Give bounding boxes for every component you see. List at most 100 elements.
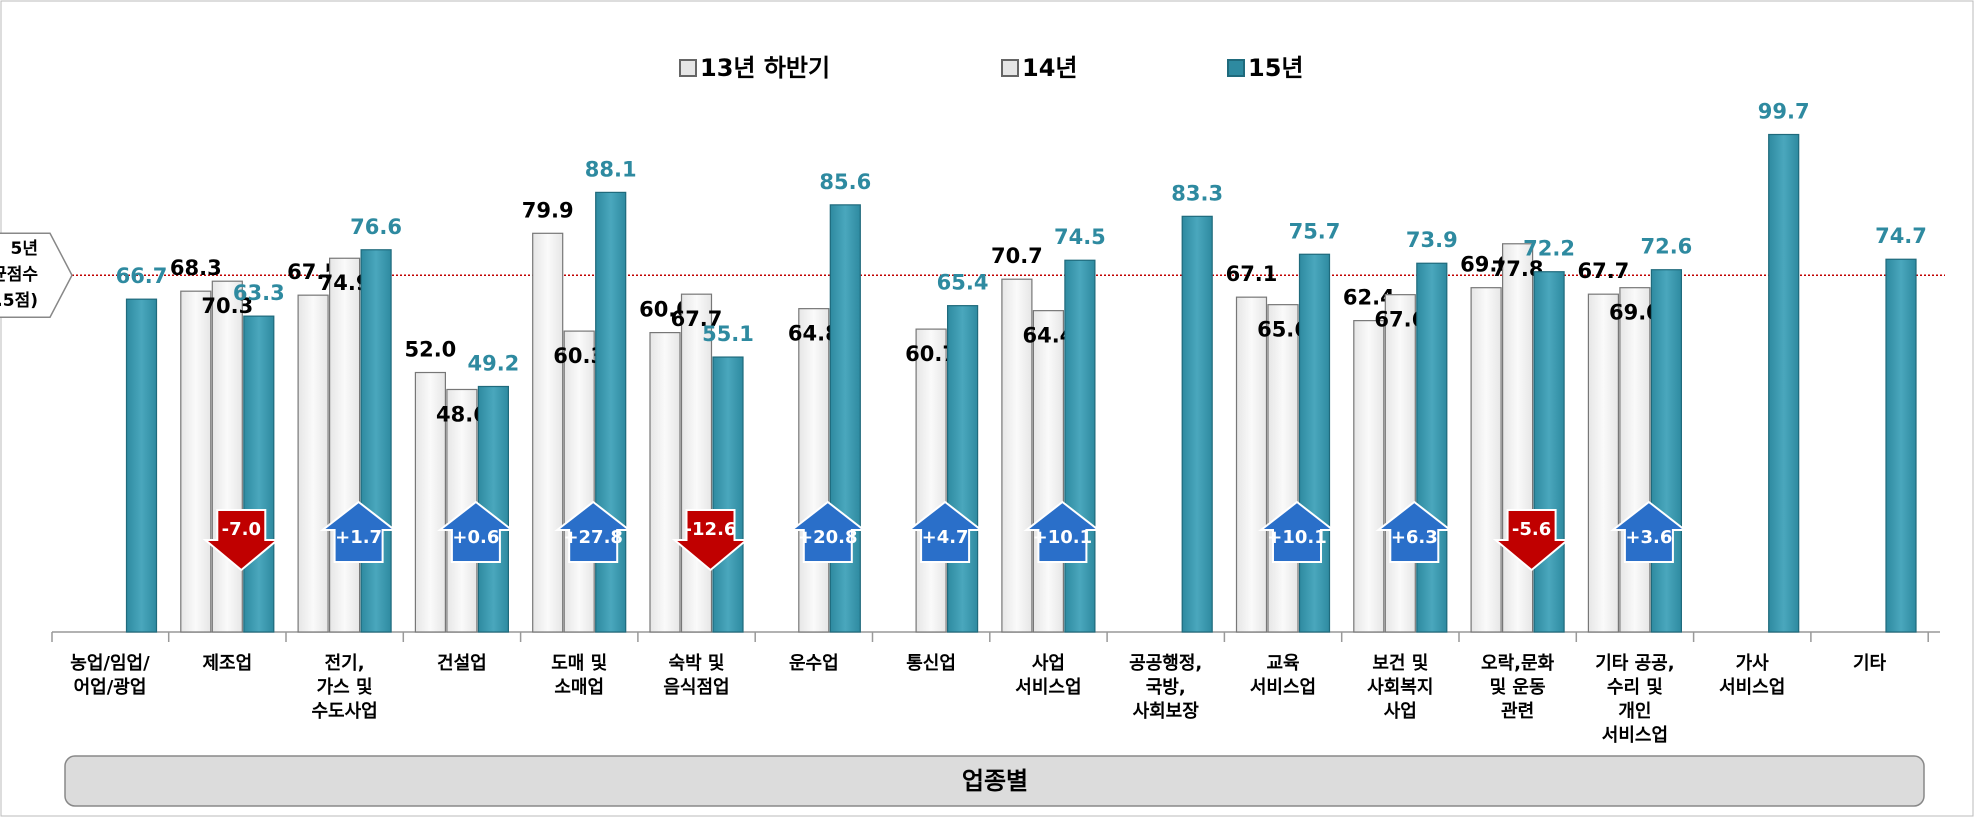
x-tick-label: 오락,문화 및 운동 관련 [1481, 653, 1555, 722]
bar [798, 308, 830, 633]
data-label: 63.3 [233, 281, 285, 305]
bar [680, 293, 713, 633]
reference-label: .5점) [0, 291, 38, 311]
data-label: 99.7 [1758, 99, 1810, 123]
change-arrow [1375, 500, 1454, 563]
data-label: 66.7 [116, 264, 168, 288]
reference-callout [0, 232, 73, 318]
change-label: +4.7 [922, 527, 969, 548]
data-label: 68.3 [170, 256, 222, 280]
bar [712, 356, 744, 633]
data-label: 65.4 [937, 271, 989, 295]
bar [532, 232, 564, 633]
x-tick-label: 전기, 가스 및 수도사업 [311, 653, 377, 722]
data-label: 72.2 [1523, 237, 1575, 261]
bar [1384, 294, 1416, 633]
data-label: 79.9 [522, 198, 574, 222]
change-label: +20.8 [798, 527, 858, 548]
change-label: +0.6 [452, 527, 499, 548]
change-label: +27.8 [563, 527, 623, 548]
change-arrow [1023, 500, 1102, 563]
x-tick-label: 기타 공공, 수리 및 개인 서비스업 [1595, 653, 1674, 746]
data-label: 83.3 [1171, 181, 1223, 205]
bar [1470, 287, 1502, 633]
data-label: 55.1 [702, 322, 754, 346]
bar [211, 280, 243, 633]
bar [360, 249, 392, 633]
legend-swatch [1001, 59, 1019, 77]
change-label: -5.6 [1512, 519, 1551, 540]
bar [180, 290, 212, 633]
change-arrow [436, 500, 515, 563]
data-label: 70.7 [991, 244, 1043, 268]
change-label: -12.6 [685, 519, 737, 540]
x-tick-label: 도매 및 소매업 [551, 653, 607, 698]
x-tick-label: 건설업 [437, 653, 487, 674]
x-tick-label: 교육 서비스업 [1250, 653, 1316, 698]
bar [649, 332, 681, 633]
change-label: -7.0 [222, 519, 261, 540]
bar [1064, 259, 1096, 633]
change-label: +3.6 [1625, 527, 1672, 548]
reference-label: 균점수 [0, 265, 38, 285]
data-label: 67.7 [671, 307, 723, 331]
data-label: 88.1 [585, 157, 637, 181]
data-label: 67.1 [1226, 262, 1278, 286]
data-label: 73.9 [1406, 228, 1458, 252]
change-arrow [1609, 500, 1688, 563]
x-tick-label: 숙박 및 음식점업 [663, 653, 729, 698]
change-label: +10.1 [1033, 527, 1093, 548]
data-label: 49.2 [467, 351, 519, 375]
change-arrow [906, 500, 985, 563]
x-tick-label: 통신업 [906, 653, 956, 674]
x-tick-label: 가사 서비스업 [1719, 653, 1785, 698]
x-tick-label: 사업 서비스업 [1015, 653, 1081, 698]
bar [329, 257, 361, 633]
bar [297, 294, 329, 633]
x-tick-label: 운수업 [789, 653, 839, 674]
bar [829, 204, 861, 633]
legend-label: 13년 하반기 [700, 54, 830, 82]
bar [1587, 293, 1620, 633]
bar [946, 305, 979, 633]
bar [915, 328, 947, 633]
data-label: 75.7 [1289, 219, 1341, 243]
bar [1416, 262, 1448, 633]
data-label: 85.6 [819, 170, 871, 194]
data-label: 74.7 [1875, 224, 1927, 248]
bar [125, 298, 158, 633]
bar [1885, 258, 1917, 633]
bar [1267, 304, 1299, 633]
change-arrow [554, 500, 633, 563]
bar [1235, 296, 1268, 633]
change-label: +10.1 [1267, 527, 1327, 548]
legend-label: 14년 [1022, 54, 1077, 82]
data-label: 72.6 [1640, 235, 1692, 259]
legend-swatch [679, 59, 697, 77]
change-arrow [1258, 500, 1336, 563]
x-tick-label: 농업/임업/어업/광업 [70, 653, 150, 698]
change-arrow [319, 500, 398, 563]
bar [1501, 243, 1534, 633]
change-label: +1.7 [335, 527, 382, 548]
x-axis-label: 업종별 [962, 767, 1028, 795]
bar [1619, 287, 1651, 633]
bar [1533, 271, 1565, 633]
x-tick-label: 제조업 [202, 653, 252, 674]
data-label: 52.0 [404, 338, 456, 362]
bar [1298, 253, 1331, 633]
reference-label: 5년 [11, 239, 38, 259]
change-label: +6.3 [1391, 527, 1438, 548]
bar [1353, 320, 1385, 633]
data-label: 67.7 [1577, 259, 1629, 283]
bar [1001, 278, 1033, 633]
bar [1650, 269, 1683, 633]
x-axis-label-box [64, 755, 1925, 807]
bar [414, 371, 446, 633]
change-arrow [788, 500, 867, 563]
bar [1032, 310, 1065, 633]
legend-swatch [1227, 59, 1245, 77]
bar [243, 315, 275, 633]
